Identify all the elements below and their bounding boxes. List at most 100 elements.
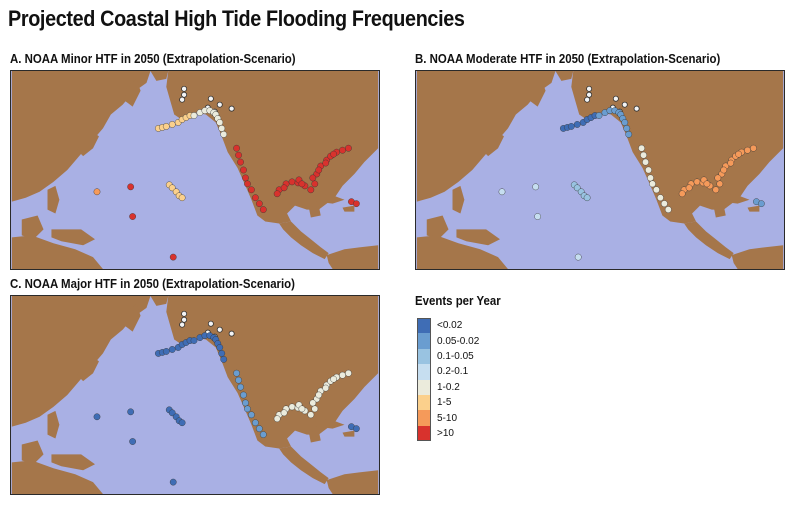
station-marker-pacific-islands[interactable] <box>169 253 177 261</box>
station-marker-alaska-south[interactable] <box>621 119 629 126</box>
station-marker-west-coast[interactable] <box>259 431 267 438</box>
station-marker-east-coast[interactable] <box>345 369 352 377</box>
station-marker-pacific-islands[interactable] <box>129 213 136 220</box>
station-marker-west-coast[interactable] <box>237 383 244 391</box>
map-panel-c[interactable] <box>10 295 380 495</box>
station-marker-alaska-north[interactable] <box>207 320 214 327</box>
station-marker-alaska-north[interactable] <box>207 95 214 102</box>
station-marker-east-coast[interactable] <box>735 150 742 158</box>
station-marker-east-coast[interactable] <box>750 144 757 152</box>
station-marker-alaska-south[interactable] <box>218 125 226 132</box>
station-marker-alaska-north[interactable] <box>181 91 188 98</box>
station-marker-alaska-south[interactable] <box>220 355 228 363</box>
station-marker-west-coast[interactable] <box>235 376 242 384</box>
map-panel-b[interactable] <box>415 70 785 270</box>
station-marker-alaska-south[interactable] <box>218 350 226 357</box>
station-marker-east-coast[interactable] <box>309 174 317 182</box>
station-marker-gulf-coast[interactable] <box>307 186 315 194</box>
station-marker-west-coast[interactable] <box>244 405 251 413</box>
station-marker-west-coast[interactable] <box>248 411 255 419</box>
station-marker-alaska-north[interactable] <box>179 321 186 328</box>
station-marker-alaska-north[interactable] <box>228 330 235 337</box>
station-marker-east-coast[interactable] <box>315 391 323 399</box>
station-marker-gulf-coast[interactable] <box>298 180 306 188</box>
station-marker-west-coast[interactable] <box>248 186 255 194</box>
station-marker-alaska-north[interactable] <box>179 96 186 103</box>
station-marker-hawaii[interactable] <box>178 419 186 427</box>
station-marker-gulf-coast[interactable] <box>288 403 296 411</box>
station-marker-gulf-coast[interactable] <box>280 409 288 417</box>
station-marker-west-coast[interactable] <box>237 158 244 166</box>
station-marker-west-coast[interactable] <box>657 194 664 202</box>
station-marker-west-coast[interactable] <box>244 180 251 188</box>
station-marker-west-coast[interactable] <box>647 174 654 182</box>
station-marker-hawaii[interactable] <box>178 194 186 202</box>
station-marker-pacific-islands[interactable] <box>129 438 136 445</box>
station-marker-aleutians[interactable] <box>567 123 575 130</box>
station-marker-pacific-islands[interactable] <box>574 253 582 261</box>
station-marker-west-coast[interactable] <box>642 158 649 166</box>
station-marker-gulf-coast[interactable] <box>703 180 711 188</box>
station-marker-east-coast[interactable] <box>720 166 728 174</box>
station-marker-alaska-north[interactable] <box>181 310 188 317</box>
station-marker-aleutians[interactable] <box>168 346 176 353</box>
station-marker-pacific-islands[interactable] <box>169 478 177 486</box>
station-marker-west-coast[interactable] <box>638 144 645 152</box>
station-marker-pacific-islands[interactable] <box>127 183 135 191</box>
station-marker-east-coast[interactable] <box>330 375 337 383</box>
station-marker-alaska-north[interactable] <box>586 91 593 98</box>
station-marker-gulf-coast[interactable] <box>288 178 296 186</box>
station-marker-west-coast[interactable] <box>640 151 647 159</box>
station-marker-east-coast[interactable] <box>311 180 319 188</box>
station-marker-alaska-south[interactable] <box>190 337 198 344</box>
station-marker-aleutians[interactable] <box>168 121 176 128</box>
station-marker-gulf-coast[interactable] <box>693 178 701 186</box>
station-marker-gulf-coast[interactable] <box>298 405 306 413</box>
station-marker-east-coast[interactable] <box>339 371 346 379</box>
station-marker-alaska-south[interactable] <box>623 125 631 132</box>
station-marker-alaska-north[interactable] <box>228 105 235 112</box>
station-marker-guam[interactable] <box>93 188 101 196</box>
station-marker-west-coast[interactable] <box>255 200 263 208</box>
station-marker-gulf-coast[interactable] <box>685 184 693 192</box>
station-marker-alaska-south[interactable] <box>220 130 228 138</box>
station-marker-gulf-coast[interactable] <box>712 186 720 194</box>
station-marker-pacific-islands[interactable] <box>532 183 540 191</box>
station-marker-alaska-north[interactable] <box>181 85 188 92</box>
station-marker-alaska-north[interactable] <box>612 95 619 102</box>
station-marker-east-coast[interactable] <box>330 150 337 158</box>
station-marker-caribbean[interactable] <box>353 200 360 208</box>
station-marker-alaska-north[interactable] <box>216 326 223 333</box>
station-marker-west-coast[interactable] <box>242 399 249 407</box>
station-marker-west-coast[interactable] <box>259 206 267 213</box>
station-marker-gulf-coast[interactable] <box>273 415 281 423</box>
station-marker-pacific-islands[interactable] <box>534 213 541 220</box>
station-marker-west-coast[interactable] <box>242 174 249 182</box>
station-marker-aleutians[interactable] <box>573 121 581 128</box>
station-marker-west-coast[interactable] <box>235 151 242 159</box>
station-marker-alaska-south[interactable] <box>595 112 603 119</box>
map-panel-a[interactable] <box>10 70 380 270</box>
station-marker-east-coast[interactable] <box>309 399 317 407</box>
station-marker-gulf-coast[interactable] <box>280 184 288 192</box>
station-marker-hawaii[interactable] <box>583 194 591 202</box>
station-marker-aleutians[interactable] <box>162 123 170 130</box>
station-marker-east-coast[interactable] <box>716 180 724 188</box>
station-marker-alaska-north[interactable] <box>633 105 640 112</box>
station-marker-pacific-islands[interactable] <box>127 408 135 416</box>
station-marker-caribbean[interactable] <box>758 200 765 208</box>
station-marker-alaska-north[interactable] <box>181 316 188 323</box>
station-marker-caribbean[interactable] <box>353 425 360 433</box>
station-marker-west-coast[interactable] <box>233 144 240 152</box>
station-marker-west-coast[interactable] <box>653 186 660 194</box>
station-marker-west-coast[interactable] <box>252 419 259 427</box>
station-marker-east-coast[interactable] <box>322 159 330 167</box>
station-marker-east-coast[interactable] <box>322 384 330 392</box>
station-marker-alaska-south[interactable] <box>625 130 633 138</box>
station-marker-east-coast[interactable] <box>714 174 722 182</box>
station-marker-east-coast[interactable] <box>744 146 751 154</box>
station-marker-east-coast[interactable] <box>311 405 319 413</box>
station-marker-west-coast[interactable] <box>240 166 247 174</box>
station-marker-east-coast[interactable] <box>339 146 346 154</box>
station-marker-west-coast[interactable] <box>664 206 672 213</box>
